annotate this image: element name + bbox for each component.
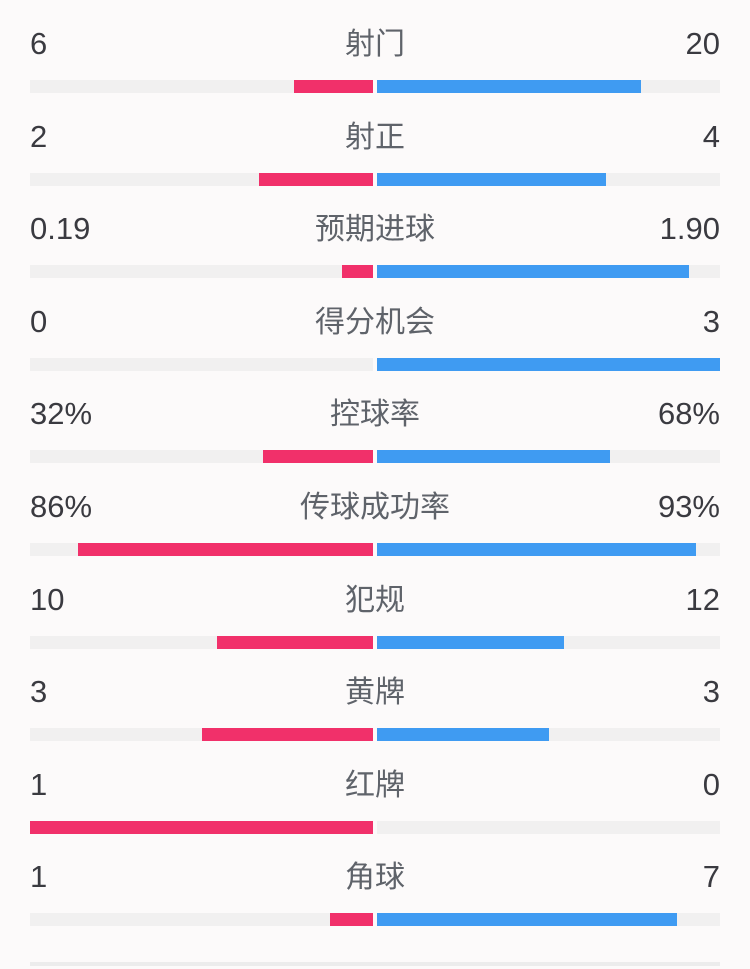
home-value: 10 xyxy=(30,581,65,617)
stat-row: 2 射正 4 xyxy=(0,93,750,186)
home-value: 3 xyxy=(30,674,48,710)
stat-label: 角球 xyxy=(345,861,405,895)
away-value: 3 xyxy=(702,303,720,339)
away-bar-fill xyxy=(377,80,641,93)
away-bar-track xyxy=(377,80,720,93)
away-bar-track xyxy=(377,913,720,927)
home-bar-track xyxy=(30,357,373,371)
stat-bar-track xyxy=(30,542,720,556)
home-bar-track xyxy=(30,265,373,279)
stat-label: 黄牌 xyxy=(345,676,405,710)
stat-bar-track xyxy=(30,357,720,371)
away-bar-track xyxy=(377,172,720,186)
away-value: 20 xyxy=(685,26,720,61)
stat-bar-track xyxy=(30,913,720,927)
home-value: 6 xyxy=(30,26,48,61)
home-value: 2 xyxy=(30,118,48,154)
away-bar-fill xyxy=(377,172,606,186)
home-bar-fill xyxy=(78,542,373,556)
home-bar-fill xyxy=(201,728,373,742)
home-value: 86% xyxy=(30,488,93,524)
away-bar-track xyxy=(377,450,720,464)
home-value: 32% xyxy=(30,396,93,432)
stat-row: 1 红牌 0 xyxy=(0,741,750,834)
away-bar-fill xyxy=(377,635,565,649)
stat-row: 32% 控球率 68% xyxy=(0,370,750,464)
home-bar-track xyxy=(30,820,373,834)
home-value: 0.19 xyxy=(30,211,91,247)
away-value: 12 xyxy=(685,581,720,617)
stat-row: 86% 传球成功率 93% xyxy=(0,463,750,556)
away-bar-track xyxy=(377,542,720,556)
home-bar-fill xyxy=(258,172,373,186)
stat-label: 射门 xyxy=(345,28,405,61)
stat-row: 0 得分机会 3 xyxy=(0,278,750,371)
stat-label: 射正 xyxy=(345,120,405,154)
home-bar-fill xyxy=(30,820,373,834)
home-bar-track xyxy=(30,80,373,93)
stat-bar-track xyxy=(30,728,720,742)
stat-row: 0.19 预期进球 1.90 xyxy=(0,185,750,279)
home-bar-track xyxy=(30,913,373,927)
home-bar-track xyxy=(30,728,373,742)
away-bar-fill xyxy=(377,357,720,371)
stat-bar-track xyxy=(30,450,720,464)
home-value: 1 xyxy=(30,859,48,895)
away-value: 3 xyxy=(702,674,720,710)
away-bar-fill xyxy=(377,728,549,742)
match-stats-panel: 6 射门 20 2 射正 4 0.19 预期进球 1.90 xyxy=(0,0,750,927)
away-value: 1.90 xyxy=(659,211,720,247)
stat-row: 10 犯规 12 xyxy=(0,556,750,649)
stat-row: 3 黄牌 3 xyxy=(0,648,750,742)
stat-label: 预期进球 xyxy=(315,213,435,247)
home-bar-fill xyxy=(330,913,373,927)
next-row-partial-track xyxy=(30,962,720,966)
home-value: 0 xyxy=(30,303,48,339)
away-value: 68% xyxy=(657,396,720,432)
away-value: 93% xyxy=(657,488,720,524)
away-value: 4 xyxy=(702,118,720,154)
home-bar-track xyxy=(30,542,373,556)
stat-row: 1 角球 7 xyxy=(0,833,750,927)
stat-bar-track xyxy=(30,80,720,93)
away-bar-track xyxy=(377,635,720,649)
home-value: 1 xyxy=(30,766,48,802)
away-bar-track xyxy=(377,265,720,279)
home-bar-track xyxy=(30,450,373,464)
away-bar-track xyxy=(377,357,720,371)
away-value: 0 xyxy=(702,766,720,802)
away-bar-fill xyxy=(377,913,678,927)
stat-label: 犯规 xyxy=(345,583,405,617)
away-bar-track xyxy=(377,820,720,834)
away-bar-fill xyxy=(377,265,689,279)
home-bar-track xyxy=(30,635,373,649)
stat-bar-track xyxy=(30,820,720,834)
away-bar-track xyxy=(377,728,720,742)
away-value: 7 xyxy=(702,859,720,895)
stat-bar-track xyxy=(30,265,720,279)
home-bar-track xyxy=(30,172,373,186)
stat-bar-track xyxy=(30,172,720,186)
home-bar-fill xyxy=(341,265,373,279)
stat-bar-track xyxy=(30,635,720,649)
stat-row: 6 射门 20 xyxy=(0,0,750,93)
home-bar-fill xyxy=(263,450,373,464)
home-bar-fill xyxy=(217,635,373,649)
stat-label: 得分机会 xyxy=(315,305,435,339)
away-bar-fill xyxy=(377,450,611,464)
stat-label: 传球成功率 xyxy=(300,490,450,524)
away-bar-fill xyxy=(377,542,696,556)
stat-label: 控球率 xyxy=(330,398,420,432)
home-bar-fill xyxy=(293,80,373,93)
stat-label: 红牌 xyxy=(345,768,405,802)
